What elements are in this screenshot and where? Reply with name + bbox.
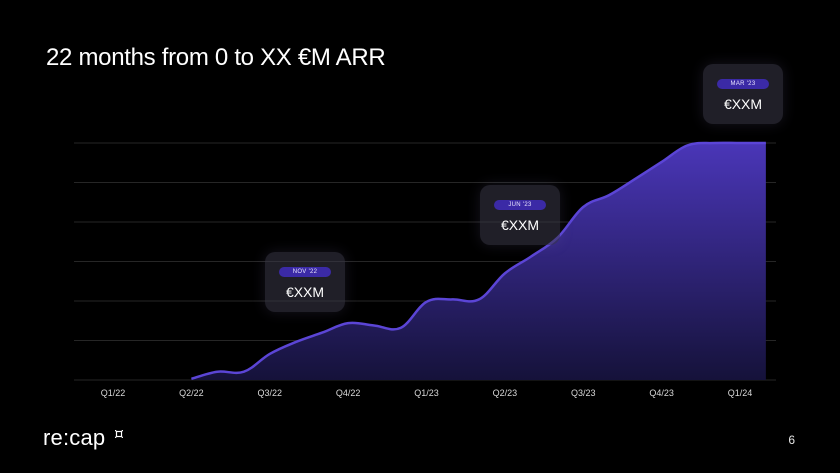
arr-area-fill: [191, 142, 766, 380]
x-tick-label: Q1/22: [101, 388, 126, 398]
slide-title: 22 months from 0 to XX €M ARR: [46, 44, 386, 71]
callout-value: €XXM: [500, 217, 540, 233]
arr-line: [191, 141, 766, 381]
x-tick-label: Q2/23: [493, 388, 518, 398]
callout-value: €XXM: [723, 96, 763, 112]
x-tick-label: Q2/22: [179, 388, 204, 398]
logo-mark-icon: [115, 430, 123, 438]
callout-date-badge: MAR '23: [717, 79, 769, 89]
x-tick-label: Q1/23: [414, 388, 439, 398]
callout-date-badge: JUN '23: [494, 200, 546, 210]
callout-nov-22: NOV '22 €XXM: [265, 252, 345, 312]
recap-logo: re:cap: [43, 425, 106, 450]
x-tick-label: Q3/22: [257, 388, 282, 398]
page-number: 6: [788, 433, 795, 447]
callout-value: €XXM: [285, 284, 325, 300]
x-tick-label: Q3/23: [571, 388, 596, 398]
x-tick-label: Q1/24: [728, 388, 753, 398]
callout-mar-23: MAR '23 €XXM: [703, 64, 783, 124]
x-axis-ticks: Q1/22 Q2/22 Q3/22 Q4/22 Q1/23 Q2/23 Q3/23 Q4/23…: [101, 388, 753, 398]
x-tick-label: Q4/22: [336, 388, 361, 398]
callout-jun-23: JUN '23 €XXM: [480, 185, 560, 245]
x-tick-label: Q4/23: [649, 388, 674, 398]
callout-date-badge: NOV '22: [279, 267, 331, 277]
area-series: [191, 141, 766, 381]
